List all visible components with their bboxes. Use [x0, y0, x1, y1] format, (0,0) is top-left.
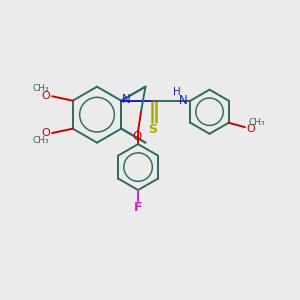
Text: O: O: [41, 128, 50, 138]
Text: F: F: [134, 201, 142, 214]
Text: O: O: [132, 130, 141, 143]
Text: H: H: [173, 87, 181, 98]
Text: CH₃: CH₃: [249, 118, 266, 127]
Text: CH₃: CH₃: [33, 84, 49, 93]
Text: CH₃: CH₃: [33, 136, 49, 145]
Text: O: O: [246, 124, 255, 134]
Text: N: N: [179, 94, 188, 107]
Text: O: O: [41, 91, 50, 101]
Text: N: N: [122, 93, 131, 106]
Text: S: S: [148, 123, 157, 136]
